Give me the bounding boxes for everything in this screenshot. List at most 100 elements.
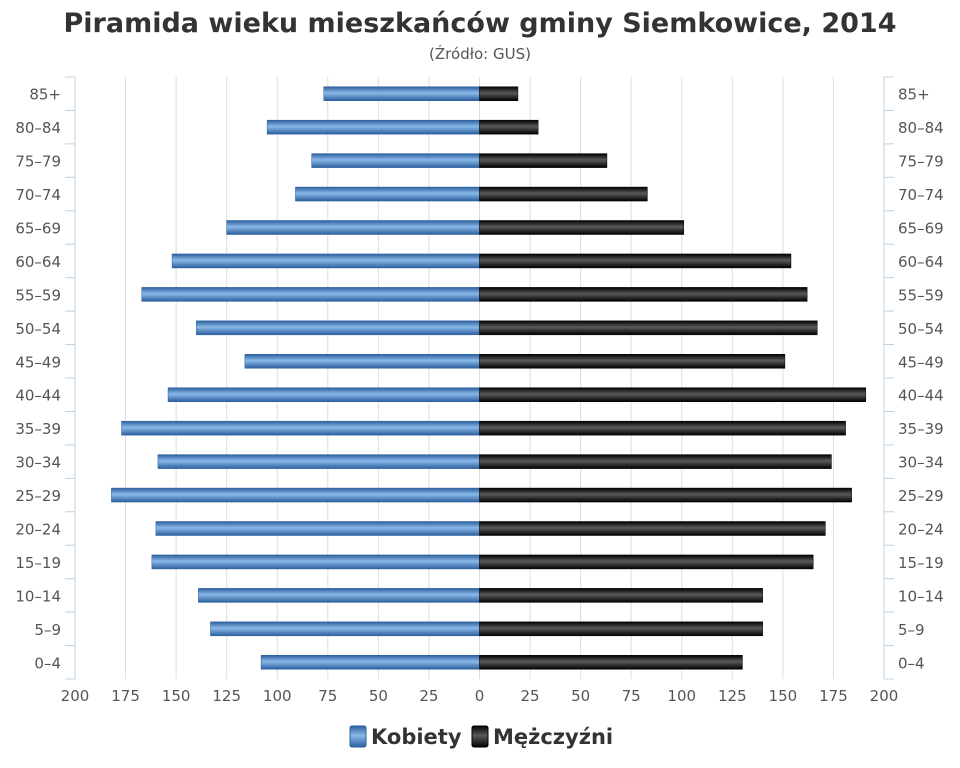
bar-mezczyzni[interactable]: [479, 521, 826, 536]
legend-item-kobiety[interactable]: Kobiety: [349, 725, 462, 749]
x-tick-label: 50: [369, 687, 388, 705]
legend: Kobiety Mężczyźni: [349, 725, 613, 749]
x-tick-label: 200: [61, 687, 90, 705]
bar-kobiety[interactable]: [157, 454, 480, 469]
category-label-right: 45–49: [898, 353, 944, 371]
legend-item-mezczyzni[interactable]: Mężczyźni: [471, 725, 613, 749]
category-label-right: 55–59: [898, 286, 944, 304]
bar-kobiety[interactable]: [266, 119, 480, 135]
bar-mezczyzni[interactable]: [479, 387, 867, 402]
axes: [65, 76, 894, 680]
bar-mezczyzni[interactable]: [479, 153, 608, 168]
bar-mezczyzni[interactable]: [479, 253, 792, 269]
x-tick-labels: 200 175 150 125 100 75 50 25 0 25 50 75 100 125 150 175…: [61, 687, 899, 705]
x-tick-label: 75: [318, 687, 337, 705]
bar-mezczyzni[interactable]: [479, 621, 763, 637]
category-label-right: 25–29: [898, 487, 944, 505]
category-label-left: 45–49: [15, 353, 61, 371]
category-label-left: 85+: [29, 86, 61, 104]
bar-kobiety[interactable]: [311, 153, 480, 168]
bars: [111, 86, 867, 670]
x-tick-label: 175: [111, 687, 140, 705]
category-label-left: 20–24: [15, 521, 61, 539]
category-label-left: 40–44: [15, 387, 61, 405]
x-tick-label: 25: [521, 687, 540, 705]
x-tick-label: 200: [870, 687, 899, 705]
legend-swatch-kobiety: [349, 725, 367, 748]
bar-mezczyzni[interactable]: [479, 186, 648, 202]
category-label-right: 80–84: [898, 119, 944, 137]
category-label-right: 5–9: [898, 621, 925, 639]
legend-swatch-mezczyzni: [471, 725, 489, 748]
bar-mezczyzni[interactable]: [479, 86, 519, 101]
x-tick-label: 25: [419, 687, 438, 705]
x-tick-label: 75: [622, 687, 641, 705]
bar-kobiety[interactable]: [295, 186, 480, 202]
category-label-left: 10–14: [15, 587, 61, 605]
x-tick-label: 175: [819, 687, 848, 705]
category-label-right: 50–54: [898, 320, 944, 338]
chart-subtitle: (Źródło: GUS): [429, 44, 531, 63]
category-label-right: 75–79: [898, 153, 944, 171]
bar-mezczyzni[interactable]: [479, 655, 743, 670]
x-tick-label: 100: [263, 687, 292, 705]
bar-kobiety[interactable]: [210, 621, 480, 637]
category-label-right: 35–39: [898, 420, 944, 438]
category-label-left: 30–34: [15, 454, 61, 472]
bar-mezczyzni[interactable]: [479, 454, 832, 469]
bar-mezczyzni[interactable]: [479, 354, 786, 369]
legend-label-mezczyzni: Mężczyźni: [493, 725, 613, 749]
bar-kobiety[interactable]: [226, 220, 480, 235]
category-label-right: 20–24: [898, 521, 944, 539]
category-label-left: 65–69: [15, 220, 61, 238]
category-label-right: 40–44: [898, 387, 944, 405]
bar-kobiety[interactable]: [244, 354, 480, 369]
bar-kobiety[interactable]: [121, 420, 480, 436]
category-label-right: 10–14: [898, 587, 944, 605]
category-label-right: 65–69: [898, 220, 944, 238]
bar-mezczyzni[interactable]: [479, 287, 808, 302]
bar-mezczyzni[interactable]: [479, 554, 814, 570]
bar-mezczyzni[interactable]: [479, 420, 846, 436]
bar-kobiety[interactable]: [155, 521, 480, 536]
category-label-left: 80–84: [15, 119, 61, 137]
x-tick-label: 50: [571, 687, 590, 705]
category-label-right: 0–4: [898, 654, 925, 672]
bar-mezczyzni[interactable]: [479, 220, 685, 235]
bar-kobiety[interactable]: [167, 387, 480, 402]
x-tick-label: 150: [162, 687, 191, 705]
bar-kobiety[interactable]: [196, 320, 480, 336]
bar-kobiety[interactable]: [260, 655, 480, 670]
x-tick-label: 125: [212, 687, 241, 705]
legend-label-kobiety: Kobiety: [371, 725, 462, 749]
bar-mezczyzni[interactable]: [479, 320, 818, 336]
bar-kobiety[interactable]: [323, 86, 480, 101]
category-label-left: 70–74: [15, 186, 61, 204]
x-tick-label: 150: [769, 687, 798, 705]
bar-mezczyzni[interactable]: [479, 119, 539, 135]
bar-kobiety[interactable]: [111, 487, 480, 503]
category-label-right: 85+: [898, 86, 930, 104]
bar-mezczyzni[interactable]: [479, 588, 763, 603]
chart-title: Piramida wieku mieszkańców gminy Siemkow…: [64, 8, 897, 39]
category-label-right: 30–34: [898, 454, 944, 472]
bar-kobiety[interactable]: [171, 253, 480, 269]
category-label-left: 15–19: [15, 554, 61, 572]
category-label-left: 25–29: [15, 487, 61, 505]
category-labels: 0–4 0–4 5–9 5–9 10–14 10–14 15–19 15–19 20–24 20–…: [15, 86, 943, 673]
category-label-left: 75–79: [15, 153, 61, 171]
bar-kobiety[interactable]: [198, 588, 480, 603]
bar-kobiety[interactable]: [151, 554, 480, 570]
category-label-right: 15–19: [898, 554, 944, 572]
category-label-left: 60–64: [15, 253, 61, 271]
category-label-left: 55–59: [15, 286, 61, 304]
category-label-right: 60–64: [898, 253, 944, 271]
bar-mezczyzni[interactable]: [479, 487, 852, 503]
gridlines: [125, 77, 834, 679]
bar-kobiety[interactable]: [141, 287, 480, 302]
category-label-left: 5–9: [34, 621, 61, 639]
category-label-left: 35–39: [15, 420, 61, 438]
x-tick-label: 125: [718, 687, 747, 705]
x-tick-label: 100: [667, 687, 696, 705]
